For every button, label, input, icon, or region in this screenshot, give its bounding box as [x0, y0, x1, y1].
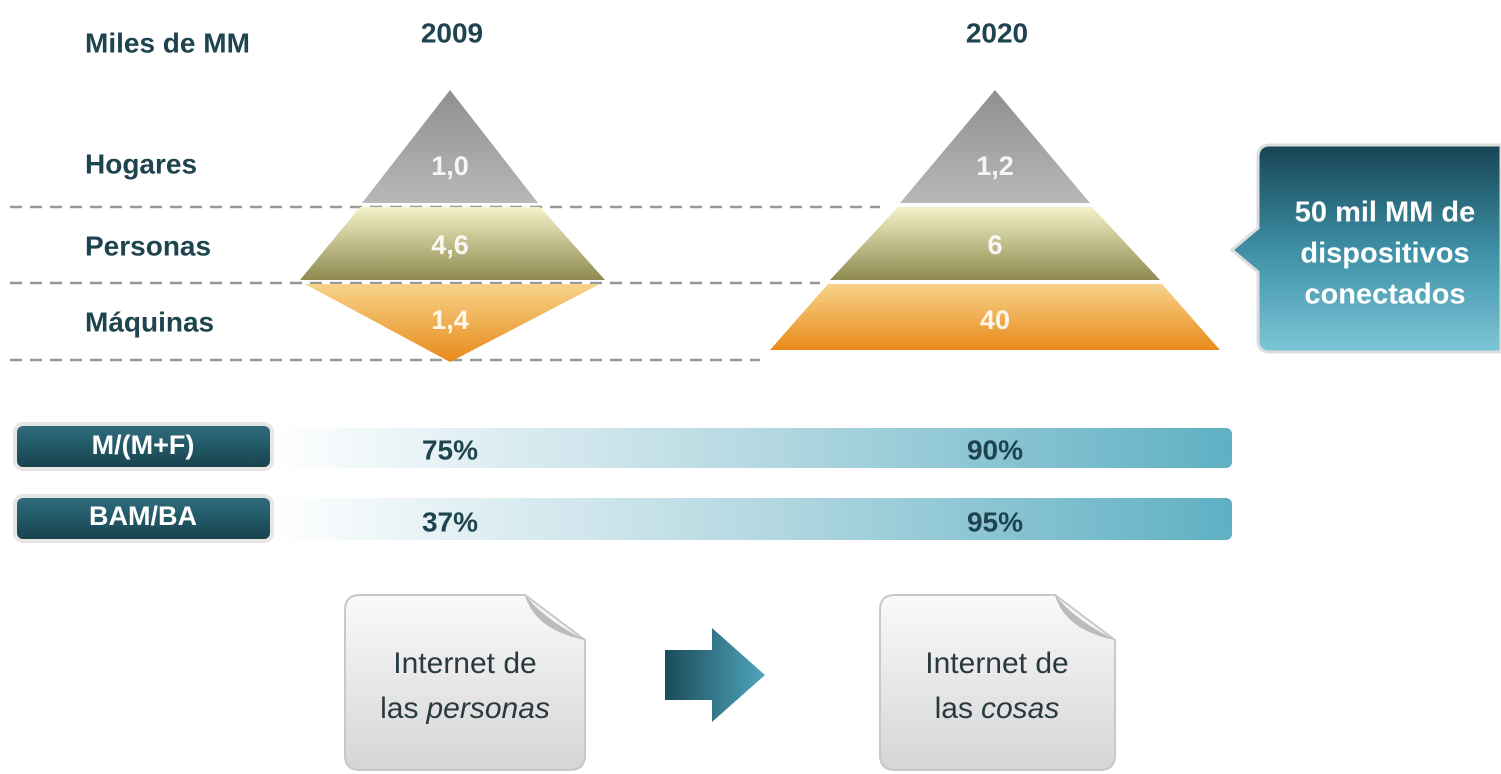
card-emphasis: personas — [425, 692, 549, 725]
card-prefix: las — [935, 692, 973, 725]
card-line: Internet de — [393, 647, 536, 680]
card-line: las cosas — [935, 692, 1060, 725]
segment — [300, 207, 605, 280]
segment — [900, 90, 1090, 203]
segment-value: 6 — [987, 230, 1002, 260]
segment-value: 4,6 — [431, 230, 469, 260]
ratio-row: M/(M+F) 75% 90% — [13, 422, 1232, 471]
year: 2020 — [966, 17, 1028, 48]
segment — [770, 284, 1220, 350]
segment-value: 1,2 — [976, 151, 1014, 181]
ratio-label: BAM/BA — [89, 501, 197, 531]
ratio-value: 75% — [422, 434, 478, 465]
card-shape — [344, 594, 586, 771]
ratio-value: 95% — [967, 506, 1023, 537]
segment-value: 40 — [980, 305, 1010, 335]
segment-value: 1,4 — [431, 305, 469, 335]
unit-label: Miles de MM — [85, 27, 250, 58]
arrow — [665, 628, 765, 722]
ratio-value: 90% — [967, 434, 1023, 465]
card: Internet de las personas — [344, 594, 586, 771]
row-label: Hogares — [85, 148, 197, 179]
card: Internet de las cosas — [879, 594, 1116, 771]
card-prefix: las — [380, 692, 418, 725]
row-label: Personas — [85, 230, 211, 261]
ratio-value: 37% — [422, 506, 478, 537]
ratio-bar — [270, 428, 1232, 468]
ratio-bar — [270, 498, 1232, 540]
row-label: Máquinas — [85, 306, 214, 337]
pyramid-2009: 1,0 4,6 1,4 — [300, 90, 605, 362]
card-line: Internet de — [925, 647, 1068, 680]
ratio-pill — [13, 422, 274, 471]
guides — [10, 205, 880, 362]
segment — [830, 207, 1160, 280]
year: 2009 — [421, 17, 483, 48]
ratio-row: BAM/BA 37% 95% — [13, 494, 1232, 543]
ratio-label: M/(M+F) — [92, 430, 195, 460]
callout-line: dispositivos — [1300, 238, 1469, 270]
callout: 50 mil MM de dispositivos conectados — [1229, 143, 1501, 354]
pyramid-2020: 1,2 6 40 — [770, 90, 1220, 350]
segment — [305, 284, 600, 362]
segment — [362, 90, 538, 203]
callout-line: 50 mil MM de — [1295, 197, 1476, 229]
card-line: las personas — [380, 692, 550, 725]
card-shape — [879, 594, 1116, 771]
callout-line: conectados — [1304, 279, 1465, 311]
segment-value: 1,0 — [431, 151, 469, 181]
card-emphasis: cosas — [981, 692, 1059, 725]
callout-box — [1229, 143, 1501, 354]
ratio-pill — [13, 494, 274, 543]
